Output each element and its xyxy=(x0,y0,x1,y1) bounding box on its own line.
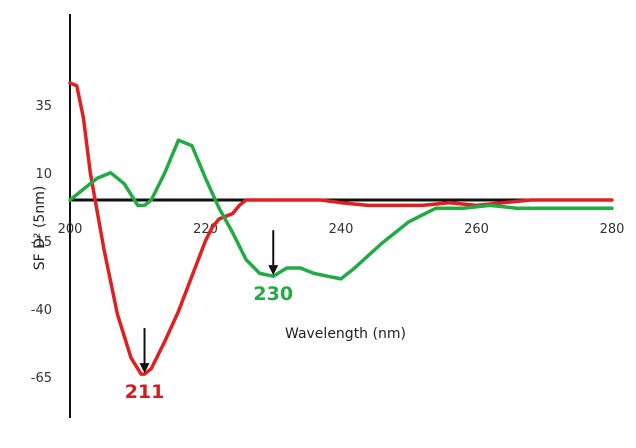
series-line-2 xyxy=(68,138,614,281)
y-tick-label: 35 xyxy=(35,99,52,114)
series-line-1 xyxy=(68,81,614,376)
x-tick-label: 280 xyxy=(600,222,625,237)
x-tick-label: 200 xyxy=(58,222,83,237)
peak-label: 230 xyxy=(253,283,293,305)
x-tick-label: 240 xyxy=(329,222,354,237)
y-axis-title: SF D² (5nm) xyxy=(32,186,48,271)
y-tick-label: -65 xyxy=(31,371,52,386)
peak-label: 211 xyxy=(125,381,165,403)
x-axis-title: Wavelength (nm) xyxy=(285,326,406,342)
y-tick-label: -40 xyxy=(31,303,52,318)
x-tick-labels: 200 220 240 260 280 xyxy=(58,222,625,237)
x-tick-label: 260 xyxy=(464,222,489,237)
series-layer xyxy=(68,81,614,376)
y-tick-label: 10 xyxy=(35,167,52,182)
peak-annotations: 230 211 xyxy=(125,230,293,403)
y-tick-labels: 35 10 -15 -40 -65 xyxy=(31,99,52,386)
y-tick-label: -15 xyxy=(31,235,52,250)
